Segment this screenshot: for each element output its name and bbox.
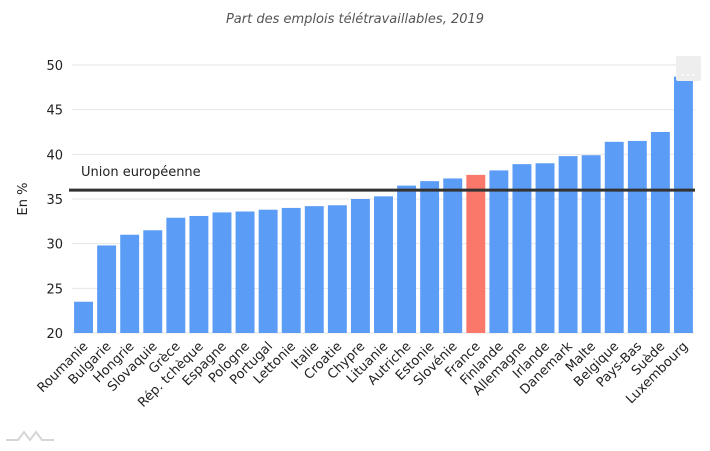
bar-pays-bas bbox=[627, 140, 647, 333]
bar-luxembourg bbox=[674, 76, 693, 333]
y-tick-label: 25 bbox=[46, 282, 63, 297]
bar-pologne bbox=[235, 211, 255, 333]
bar-belgique bbox=[604, 141, 624, 333]
bar-irlande bbox=[535, 163, 555, 333]
bar-finlande bbox=[489, 170, 509, 333]
bar-italie bbox=[304, 206, 324, 333]
bar-slov-nie bbox=[443, 178, 463, 333]
bar-croatie bbox=[327, 205, 347, 333]
bar-allemagne bbox=[512, 164, 532, 333]
y-tick-label: 35 bbox=[46, 193, 63, 208]
bar-portugal bbox=[258, 209, 278, 333]
chart-logo-icon bbox=[6, 430, 54, 442]
bar-espagne bbox=[212, 212, 232, 333]
bar-chypre bbox=[350, 199, 370, 333]
bar-lituanie bbox=[374, 196, 393, 333]
bar-estonie bbox=[420, 181, 440, 333]
chart-menu-button[interactable] bbox=[676, 56, 701, 81]
bar-hongrie bbox=[120, 234, 140, 333]
bar-roumanie bbox=[74, 301, 93, 333]
reference-line-label: Union européenne bbox=[81, 165, 201, 180]
bar-bulgarie bbox=[97, 245, 117, 333]
y-tick-label: 40 bbox=[46, 148, 63, 163]
y-tick-label: 45 bbox=[46, 104, 63, 119]
bar-slovaquie bbox=[143, 230, 163, 333]
bar-su-de bbox=[650, 132, 670, 333]
chart-title: Part des emplois télétravaillables, 2019 bbox=[226, 12, 484, 27]
y-tick-label: 20 bbox=[46, 327, 63, 342]
y-axis-ticks: 20 25 30 35 40 45 50 bbox=[46, 59, 63, 342]
y-axis-title: En % bbox=[16, 183, 31, 216]
bar-r-p-tch-que bbox=[189, 215, 209, 333]
y-tick-label: 50 bbox=[46, 59, 63, 74]
bars bbox=[74, 76, 693, 333]
bar-danemark bbox=[558, 156, 578, 333]
bar-malte bbox=[581, 155, 601, 333]
bar-gr-ce bbox=[166, 217, 186, 333]
bar-france bbox=[466, 174, 486, 333]
bar-autriche bbox=[397, 185, 417, 333]
bar-lettonie bbox=[281, 207, 301, 333]
x-axis-labels: RoumanieBulgarieHongrieSlovaquieGrèceRép… bbox=[35, 339, 692, 411]
y-tick-label: 30 bbox=[46, 238, 63, 253]
